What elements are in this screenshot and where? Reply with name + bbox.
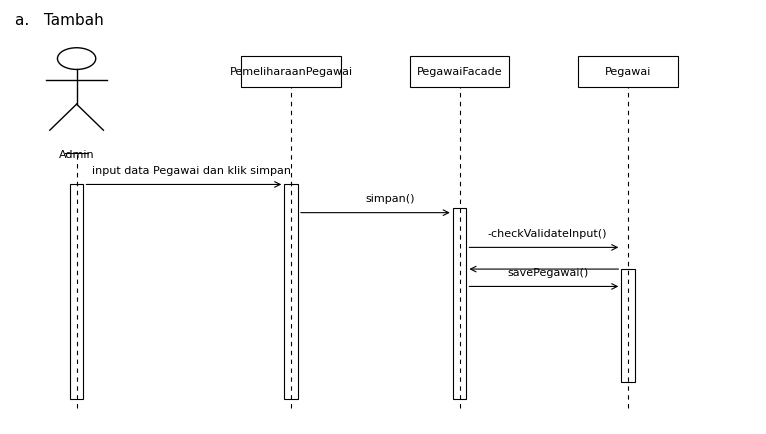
Text: PemeliharaanPegawai: PemeliharaanPegawai: [230, 66, 352, 77]
Text: savePegawai(): savePegawai(): [507, 268, 588, 278]
Text: Pegawai: Pegawai: [605, 66, 651, 77]
Text: PegawaiFacade: PegawaiFacade: [417, 66, 502, 77]
FancyBboxPatch shape: [578, 56, 678, 87]
Text: -checkValidateInput(): -checkValidateInput(): [488, 229, 607, 239]
Bar: [621, 269, 635, 382]
Text: input data Pegawai dan klik simpan: input data Pegawai dan klik simpan: [92, 166, 291, 176]
Text: a.   Tambah: a. Tambah: [15, 13, 104, 28]
FancyBboxPatch shape: [410, 56, 509, 87]
Text: simpan(): simpan(): [366, 194, 415, 204]
Text: Admin: Admin: [59, 150, 94, 160]
Bar: [70, 184, 83, 399]
FancyBboxPatch shape: [241, 56, 341, 87]
Bar: [284, 184, 298, 399]
Bar: [453, 208, 466, 399]
